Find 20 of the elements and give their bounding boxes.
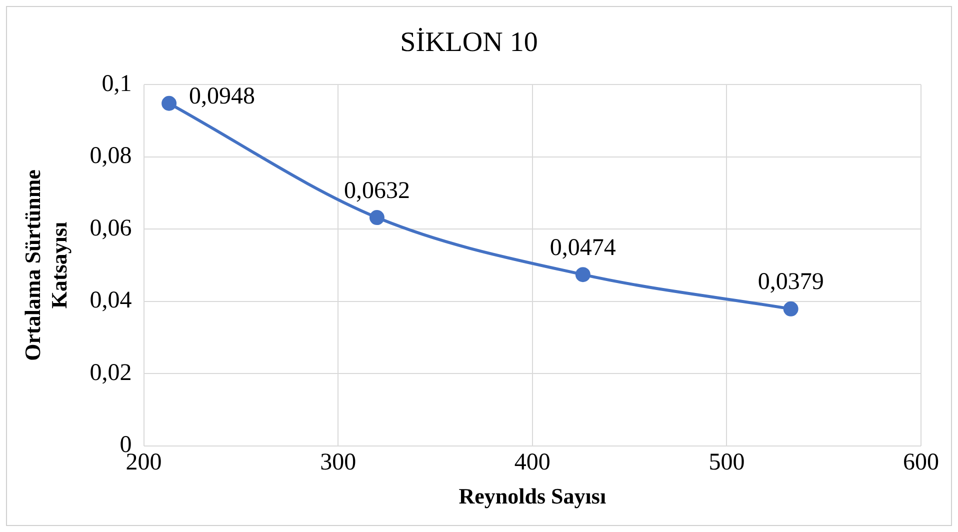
y-tick-label: 0,04 [90, 288, 132, 314]
point [162, 96, 177, 111]
x-tick-label: 600 [903, 449, 939, 476]
x-tick-label: 400 [514, 449, 550, 476]
y-axis-title: Ortalama Sürtünme Katsayısı [20, 169, 72, 361]
point [369, 210, 384, 226]
x-tick-label: 500 [708, 449, 745, 476]
y-tick-label: 0,1 [102, 70, 132, 97]
point [575, 267, 590, 282]
x-axis-title: Reynolds Sayısı [458, 483, 606, 508]
y-tick-label: 0,08 [90, 143, 132, 170]
y-tick-label: 0,02 [90, 360, 132, 386]
data-label: 0,0948 [189, 84, 256, 110]
data-label: 0,0474 [550, 234, 616, 261]
y-tick-label: 0,06 [90, 215, 132, 242]
point [783, 301, 798, 316]
chart-title: SİKLON 10 [400, 27, 538, 58]
x-tick-label: 300 [320, 449, 356, 476]
data-label: 0,0632 [344, 178, 410, 204]
data-label: 0,0379 [758, 269, 824, 296]
